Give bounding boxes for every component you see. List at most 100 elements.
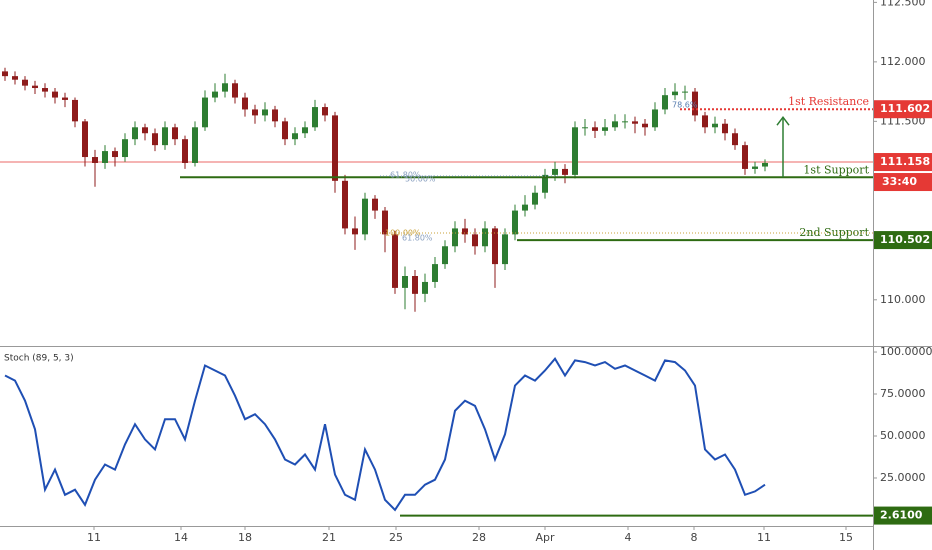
candle-body: [512, 210, 518, 235]
candle-body: [262, 109, 268, 116]
fib-label: 100.00%: [385, 229, 421, 238]
candle-body: [582, 127, 588, 129]
x-tick-label: 8: [691, 531, 698, 544]
candle-body: [72, 99, 78, 122]
y-tick-label: 110.000: [880, 293, 926, 306]
candle-body: [442, 246, 448, 265]
x-tick-label: 18: [238, 531, 252, 544]
candle-body: [632, 121, 638, 124]
candle-body: [762, 162, 768, 167]
x-tick-label: 11: [87, 531, 101, 544]
candle-body: [692, 91, 698, 116]
candle-body: [152, 133, 158, 146]
candle-body: [42, 88, 48, 92]
price-label: 111.602: [880, 102, 930, 115]
fib-label: 61.80%: [402, 234, 433, 243]
candle-body: [202, 97, 208, 128]
candle-body: [432, 264, 438, 282]
candle-body: [532, 192, 538, 205]
candle-body: [722, 123, 728, 134]
candle-body: [662, 95, 668, 110]
candle-body: [272, 109, 278, 122]
candle-body: [142, 127, 148, 134]
candle-body: [362, 198, 368, 235]
candle-body: [482, 228, 488, 247]
candle-body: [622, 121, 628, 123]
candle-body: [672, 91, 678, 96]
x-tick-label: 28: [472, 531, 486, 544]
price-label-box: [874, 100, 932, 119]
candle-body: [642, 123, 648, 128]
y-tick-label: 50.0000: [880, 429, 926, 442]
candle-body: [252, 109, 258, 116]
candle-body: [342, 180, 348, 229]
candle-body: [2, 71, 8, 77]
y-tick-label: 25.0000: [880, 471, 926, 484]
candle-body: [282, 121, 288, 140]
candle-body: [322, 107, 328, 116]
price-label: 2.6100: [880, 509, 923, 522]
candle-body: [22, 79, 28, 86]
candle-body: [352, 228, 358, 235]
candle-body: [752, 166, 758, 169]
candle-body: [562, 168, 568, 175]
candle-body: [742, 145, 748, 169]
candle-body: [712, 123, 718, 128]
candle-body: [472, 234, 478, 247]
candle-body: [572, 127, 578, 175]
stoch-line: [4, 356, 766, 512]
candle-body: [292, 133, 298, 140]
y-tick-label: 112.500: [880, 0, 926, 8]
y-tick-label: 112.000: [880, 55, 926, 68]
candle-body: [112, 151, 118, 158]
fib-label: 78.6%: [672, 101, 698, 110]
price-label: 111.158: [880, 155, 930, 168]
countdown-box: [874, 173, 932, 192]
candle-body: [522, 204, 528, 211]
candle-body: [682, 91, 688, 93]
candle-body: [402, 276, 408, 288]
candle-body: [732, 133, 738, 146]
fib-label: 50.00%: [405, 175, 436, 184]
y-tick-label: 75.0000: [880, 387, 926, 400]
candle-body: [302, 127, 308, 134]
candle-body: [192, 127, 198, 163]
arrow-head: [776, 115, 790, 126]
candle-body: [222, 83, 228, 92]
level-name: 2nd Support: [799, 226, 869, 239]
price-label-box: [874, 231, 932, 250]
candle-body: [702, 115, 708, 128]
candle-body: [552, 168, 558, 175]
candle-body: [232, 83, 238, 98]
candle-body: [212, 91, 218, 98]
y-tick-label: 100.0000: [880, 345, 932, 358]
candle-body: [382, 210, 388, 235]
candle-body: [122, 139, 128, 158]
candle-body: [602, 127, 608, 131]
candle-body: [412, 276, 418, 294]
x-tick-label: 11: [757, 531, 771, 544]
candle-body: [372, 198, 378, 211]
candle-body: [502, 234, 508, 265]
candle-body: [422, 281, 428, 294]
candle-body: [12, 76, 18, 80]
candle-body: [332, 115, 338, 181]
candle-body: [162, 127, 168, 146]
candle-body: [312, 107, 318, 128]
candle-body: [32, 85, 38, 89]
candle-body: [392, 234, 398, 288]
price-label-box: [874, 506, 932, 525]
candle-body: [182, 139, 188, 163]
level-name: 1st Resistance: [788, 95, 869, 108]
price-label-box: [874, 153, 932, 172]
candle-body: [592, 127, 598, 131]
candle-body: [62, 97, 68, 100]
x-tick-label: 14: [174, 531, 188, 544]
price-label: 110.502: [880, 233, 930, 246]
candle-body: [542, 174, 548, 193]
candle-body: [652, 109, 658, 128]
candle-body: [462, 228, 468, 235]
candle-body: [452, 228, 458, 247]
candle-body: [92, 157, 98, 163]
